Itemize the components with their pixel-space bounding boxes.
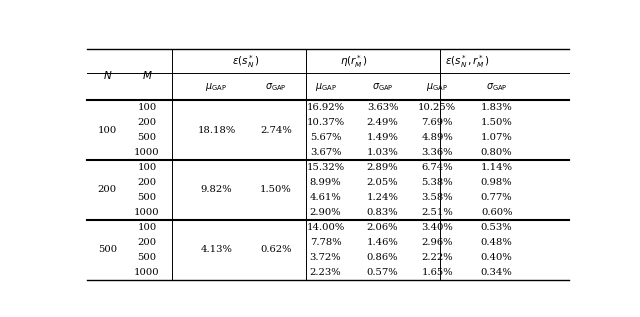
- Text: 100: 100: [138, 163, 157, 172]
- Text: 2.96%: 2.96%: [421, 238, 453, 247]
- Text: 1000: 1000: [134, 268, 160, 277]
- Text: $N$: $N$: [102, 69, 112, 81]
- Text: $\sigma_{\mathrm{GAP}}$: $\sigma_{\mathrm{GAP}}$: [486, 81, 508, 93]
- Text: 200: 200: [98, 185, 117, 195]
- Text: 15.32%: 15.32%: [307, 163, 344, 172]
- Text: 1.46%: 1.46%: [367, 238, 399, 247]
- Text: 0.57%: 0.57%: [367, 268, 398, 277]
- Text: 2.22%: 2.22%: [421, 253, 453, 262]
- Text: 18.18%: 18.18%: [197, 126, 236, 135]
- Text: 2.23%: 2.23%: [310, 268, 341, 277]
- Text: $\epsilon(s_N^*)$: $\epsilon(s_N^*)$: [232, 53, 260, 70]
- Text: 100: 100: [138, 223, 157, 232]
- Text: $\sigma_{\mathrm{GAP}}$: $\sigma_{\mathrm{GAP}}$: [265, 81, 287, 93]
- Text: 2.06%: 2.06%: [367, 223, 398, 232]
- Text: 0.34%: 0.34%: [481, 268, 513, 277]
- Text: 500: 500: [138, 193, 157, 202]
- Text: 0.86%: 0.86%: [367, 253, 398, 262]
- Text: 1.49%: 1.49%: [367, 133, 399, 142]
- Text: $\mu_{\mathrm{GAP}}$: $\mu_{\mathrm{GAP}}$: [426, 81, 448, 93]
- Text: 2.49%: 2.49%: [367, 118, 399, 127]
- Text: 2.51%: 2.51%: [421, 208, 453, 217]
- Text: 4.13%: 4.13%: [200, 245, 232, 254]
- Text: 2.74%: 2.74%: [260, 126, 292, 135]
- Text: 3.63%: 3.63%: [367, 103, 398, 112]
- Text: 0.48%: 0.48%: [481, 238, 513, 247]
- Text: $\mu_{\mathrm{GAP}}$: $\mu_{\mathrm{GAP}}$: [205, 81, 227, 93]
- Text: 7.78%: 7.78%: [310, 238, 341, 247]
- Text: 500: 500: [138, 133, 157, 142]
- Text: 4.61%: 4.61%: [310, 193, 341, 202]
- Text: 2.05%: 2.05%: [367, 178, 398, 187]
- Text: 1.50%: 1.50%: [260, 185, 292, 195]
- Text: 1.07%: 1.07%: [481, 133, 513, 142]
- Text: 0.60%: 0.60%: [481, 208, 513, 217]
- Text: 10.25%: 10.25%: [418, 103, 456, 112]
- Text: 6.74%: 6.74%: [421, 163, 453, 172]
- Text: 8.99%: 8.99%: [310, 178, 341, 187]
- Text: 3.36%: 3.36%: [421, 148, 453, 157]
- Text: 3.58%: 3.58%: [421, 193, 453, 202]
- Text: 200: 200: [138, 238, 157, 247]
- Text: 1.50%: 1.50%: [481, 118, 513, 127]
- Text: 2.90%: 2.90%: [310, 208, 341, 217]
- Text: 3.67%: 3.67%: [310, 148, 341, 157]
- Text: 10.37%: 10.37%: [307, 118, 344, 127]
- Text: 1.24%: 1.24%: [367, 193, 399, 202]
- Text: 9.82%: 9.82%: [200, 185, 232, 195]
- Text: 500: 500: [98, 245, 117, 254]
- Text: 3.72%: 3.72%: [310, 253, 341, 262]
- Text: 100: 100: [138, 103, 157, 112]
- Text: 4.89%: 4.89%: [421, 133, 453, 142]
- Text: $\eta(r_M^*)$: $\eta(r_M^*)$: [340, 53, 368, 70]
- Text: 0.40%: 0.40%: [481, 253, 513, 262]
- Text: $M$: $M$: [141, 69, 152, 81]
- Text: 16.92%: 16.92%: [307, 103, 344, 112]
- Text: 1.65%: 1.65%: [421, 268, 453, 277]
- Text: 0.77%: 0.77%: [481, 193, 513, 202]
- Text: 500: 500: [138, 253, 157, 262]
- Text: 0.53%: 0.53%: [481, 223, 513, 232]
- Text: 3.40%: 3.40%: [421, 223, 453, 232]
- Text: 5.67%: 5.67%: [310, 133, 341, 142]
- Text: 200: 200: [138, 118, 157, 127]
- Text: 100: 100: [98, 126, 117, 135]
- Text: $\sigma_{\mathrm{GAP}}$: $\sigma_{\mathrm{GAP}}$: [372, 81, 394, 93]
- Text: 0.80%: 0.80%: [481, 148, 513, 157]
- Text: 0.62%: 0.62%: [260, 245, 292, 254]
- Text: 1.03%: 1.03%: [367, 148, 399, 157]
- Text: $\mu_{\mathrm{GAP}}$: $\mu_{\mathrm{GAP}}$: [315, 81, 337, 93]
- Text: 200: 200: [138, 178, 157, 187]
- Text: 2.89%: 2.89%: [367, 163, 398, 172]
- Text: 1.14%: 1.14%: [481, 163, 513, 172]
- Text: $\epsilon(s_N^*, r_M^*)$: $\epsilon(s_N^*, r_M^*)$: [445, 53, 489, 70]
- Text: 0.98%: 0.98%: [481, 178, 513, 187]
- Text: 1.83%: 1.83%: [481, 103, 513, 112]
- Text: 14.00%: 14.00%: [307, 223, 345, 232]
- Text: 1000: 1000: [134, 148, 160, 157]
- Text: 1000: 1000: [134, 208, 160, 217]
- Text: 7.69%: 7.69%: [421, 118, 453, 127]
- Text: 5.38%: 5.38%: [421, 178, 453, 187]
- Text: 0.83%: 0.83%: [367, 208, 398, 217]
